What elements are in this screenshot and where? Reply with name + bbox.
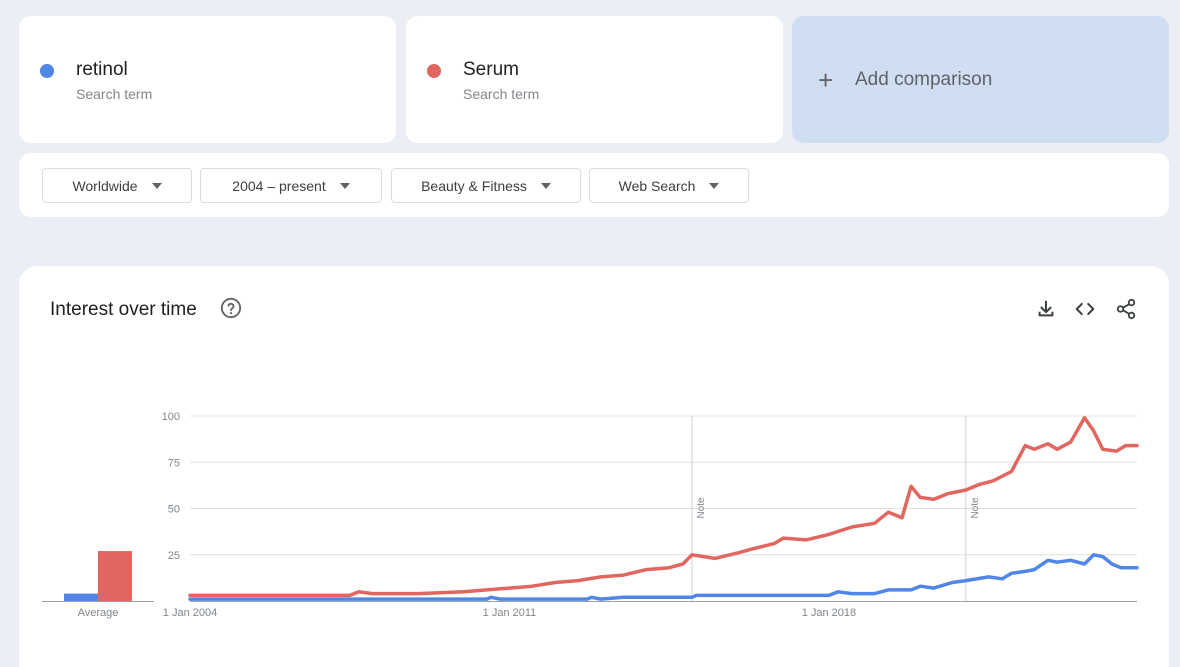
dropdown-arrow-icon [540,182,551,189]
y-tick-label: 75 [168,457,180,469]
x-tick-label: 1 Jan 2004 [163,607,217,619]
embed-code-icon[interactable] [1074,298,1096,320]
note-label: Note [696,497,707,519]
search-term-name[interactable]: Serum [463,59,519,80]
filter-label: Worldwide [72,177,138,194]
dropdown-arrow-icon [151,182,162,189]
series-color-dot [40,64,54,78]
filter-label: 2004 – present [232,177,326,194]
search-term-card-retinol[interactable]: retinol Search term [19,16,396,143]
search-term-name[interactable]: retinol [76,59,128,80]
add-comparison-button[interactable]: + Add comparison [792,16,1169,143]
y-tick-label: 50 [168,504,180,516]
x-tick-label: 1 Jan 2018 [802,607,856,619]
filter-label: Web Search [618,177,696,194]
note-label: Note [970,497,981,519]
time-range-filter-dropdown[interactable]: 2004 – present [200,168,382,203]
filter-label: Beauty & Fitness [421,177,527,194]
region-filter-dropdown[interactable]: Worldwide [42,168,192,203]
interest-line-chart: 100 75 50 25 Note Note 1 Jan 2004 1 Jan 2011 1 J… [42,411,1139,619]
search-type-filter-dropdown[interactable]: Web Search [589,168,749,203]
dropdown-arrow-icon [709,182,720,189]
average-label: Average [78,607,119,619]
series-color-dot [427,64,441,78]
filter-bar: Worldwide 2004 – present Beauty & Fitnes… [19,153,1169,217]
search-term-type: Search term [463,86,540,102]
average-bar-retinol [64,593,98,601]
share-icon[interactable] [1115,298,1137,320]
category-filter-dropdown[interactable]: Beauty & Fitness [391,168,581,203]
y-tick-label: 100 [162,411,180,423]
download-icon[interactable] [1035,298,1057,320]
search-term-type: Search term [76,86,153,102]
dropdown-arrow-icon [339,182,350,189]
series-line-retinol [188,553,1139,601]
plus-icon: + [818,64,834,95]
panel-title: Interest over time [50,299,197,320]
series-line-serum [188,416,1139,598]
search-term-card-serum[interactable]: Serum Search term [406,16,783,143]
add-comparison-label: Add comparison [855,68,993,90]
interest-over-time-panel: Interest over time 100 75 50 25 Note Note 1 Ja… [19,266,1169,667]
help-circle-icon[interactable] [220,297,242,319]
average-bar-serum [98,551,132,601]
y-tick-label: 25 [168,550,180,562]
x-tick-label: 1 Jan 2011 [483,607,537,619]
